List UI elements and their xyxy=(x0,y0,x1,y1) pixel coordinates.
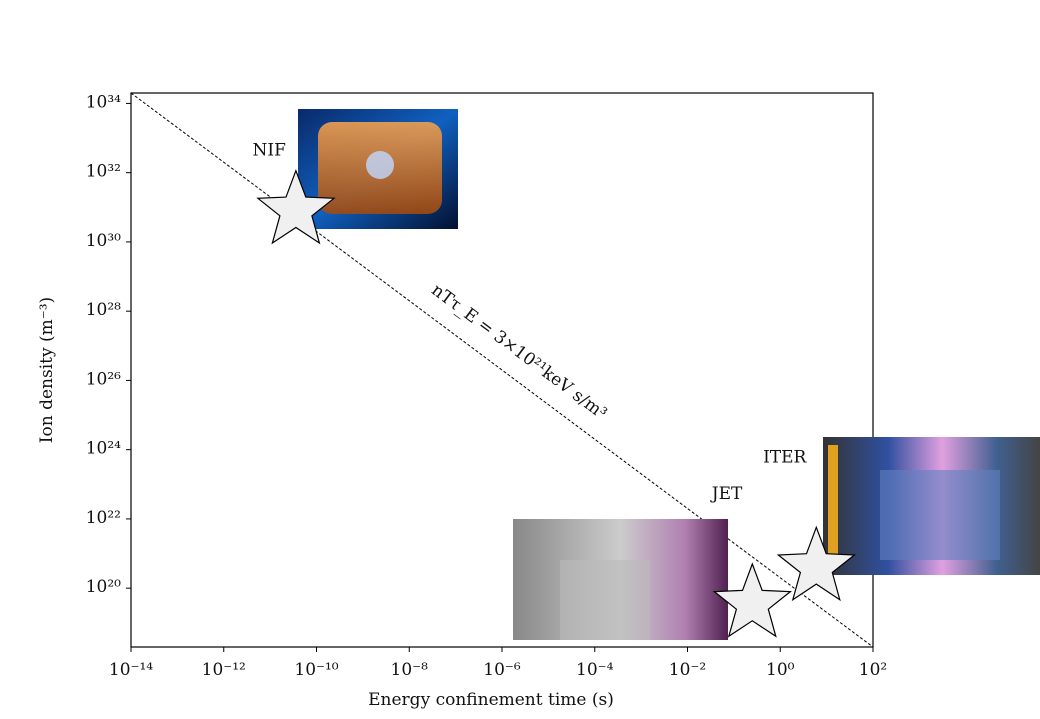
x-tick-label: 10⁻⁴ xyxy=(576,660,614,680)
y-tick-label: 10²² xyxy=(86,508,121,528)
y-tick-label: 10²⁸ xyxy=(86,300,121,320)
x-tick-label: 10⁻¹⁴ xyxy=(109,660,153,680)
reference-line xyxy=(131,93,873,647)
x-tick-label: 10⁻⁶ xyxy=(483,660,521,680)
y-axis-label: Ion density (m⁻³) xyxy=(37,297,57,443)
reference-line-label: nTτ_E = 3×10²¹keV s/m³ xyxy=(428,280,611,424)
iter-image xyxy=(823,437,1040,575)
x-tick-label: 10⁻¹² xyxy=(202,660,246,680)
x-tick-label: 10⁰ xyxy=(766,660,795,680)
x-tick-label: 10² xyxy=(859,660,887,680)
y-tick-label: 10³⁰ xyxy=(86,231,121,251)
y-tick-label: 10³⁴ xyxy=(86,92,121,112)
point-label: JET xyxy=(710,484,743,504)
x-tick-label: 10⁻⁸ xyxy=(391,660,429,680)
chart: Energy confinement time (s) Ion density … xyxy=(0,0,1040,715)
nif-image xyxy=(298,109,458,229)
y-tick-label: 10²⁰ xyxy=(86,577,121,597)
point-label: NIF xyxy=(253,141,287,161)
x-tick-label: 10⁻¹⁰ xyxy=(294,660,338,680)
y-tick-label: 10²⁶ xyxy=(86,369,121,389)
y-tick-label: 10²⁴ xyxy=(86,439,121,459)
point-label: ITER xyxy=(763,447,807,467)
x-tick-label: 10⁻² xyxy=(669,660,706,680)
y-tick-label: 10³² xyxy=(86,162,121,182)
plot-layer xyxy=(126,93,873,652)
x-axis-label: Energy confinement time (s) xyxy=(368,690,614,710)
jet-image xyxy=(513,519,728,640)
